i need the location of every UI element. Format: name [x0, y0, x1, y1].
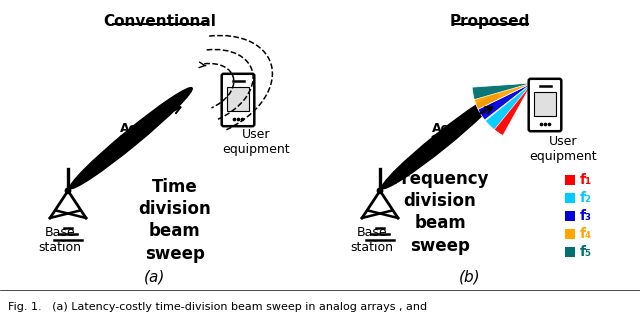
- Bar: [565, 229, 575, 239]
- Text: f₄: f₄: [580, 227, 592, 241]
- Text: Base
station: Base station: [38, 226, 81, 254]
- Text: User
equipment: User equipment: [529, 135, 597, 163]
- Text: AoA: AoA: [120, 122, 148, 135]
- Bar: [565, 175, 575, 185]
- Circle shape: [378, 188, 383, 193]
- Text: Frequency
division
beam
sweep: Frequency division beam sweep: [391, 170, 489, 255]
- Text: Proposed: Proposed: [450, 14, 530, 29]
- FancyBboxPatch shape: [529, 79, 561, 131]
- Ellipse shape: [70, 88, 192, 189]
- Text: (b): (b): [459, 270, 481, 285]
- Bar: [565, 193, 575, 203]
- Text: User
equipment: User equipment: [222, 128, 290, 156]
- Circle shape: [65, 188, 70, 193]
- Text: Fig. 1.   (a) Latency-costly time-division beam sweep in analog arrays , and: Fig. 1. (a) Latency-costly time-division…: [8, 302, 427, 312]
- Text: (a): (a): [144, 270, 166, 285]
- Text: Conventional: Conventional: [104, 14, 216, 29]
- Bar: [227, 87, 250, 111]
- Bar: [565, 247, 575, 257]
- Wedge shape: [472, 83, 532, 100]
- Text: AoA: AoA: [432, 122, 460, 135]
- Ellipse shape: [382, 94, 498, 189]
- Wedge shape: [493, 83, 532, 136]
- FancyBboxPatch shape: [221, 74, 254, 126]
- Text: f₁: f₁: [580, 173, 592, 187]
- Wedge shape: [474, 83, 532, 109]
- Wedge shape: [478, 83, 532, 120]
- Bar: [565, 211, 575, 221]
- Text: f₃: f₃: [580, 209, 592, 223]
- Bar: [534, 92, 556, 116]
- Text: Time
division
beam
sweep: Time division beam sweep: [139, 178, 211, 263]
- Text: f₅: f₅: [580, 245, 592, 259]
- Text: Base
station: Base station: [351, 226, 394, 254]
- Wedge shape: [485, 83, 532, 130]
- Text: f₂: f₂: [580, 191, 592, 205]
